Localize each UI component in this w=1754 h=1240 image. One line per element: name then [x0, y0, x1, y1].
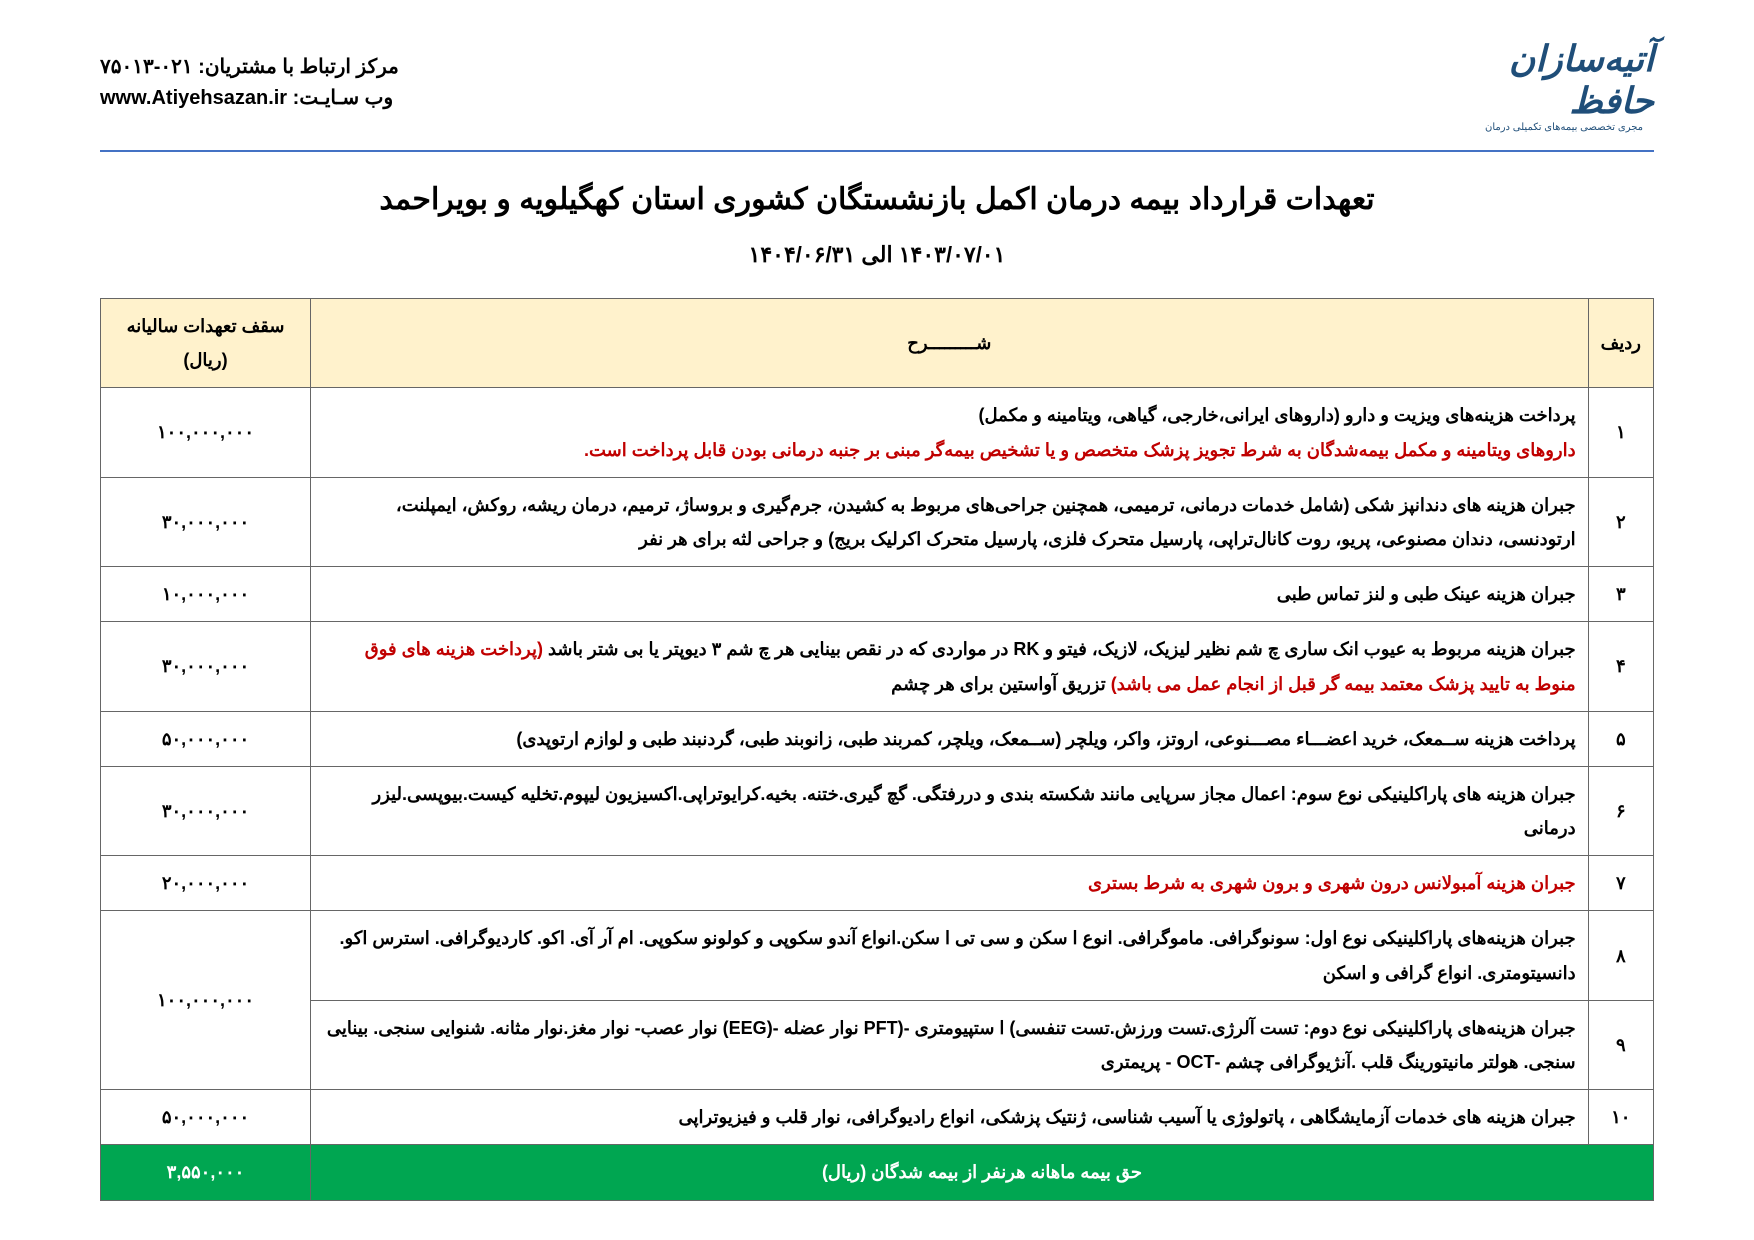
row-number: ۳: [1588, 567, 1653, 622]
row-number: ۹: [1588, 1000, 1653, 1089]
footer-label: حق بیمه ماهانه هرنفر از بیمه شدگان (ریال…: [311, 1145, 1654, 1200]
row-description: جبران هزینه های دندانپز شکی (شامل خدمات …: [311, 477, 1589, 566]
row-number: ۲: [1588, 477, 1653, 566]
row-description: جبران هزینه مربوط به عیوب انک ساری چ شم …: [311, 622, 1589, 711]
header-row-num: ردیف: [1588, 299, 1653, 388]
row-number: ۸: [1588, 911, 1653, 1000]
logo-section: آتیه‌سازان حافظ مجری تخصصی بیمه‌های تکمی…: [1474, 40, 1654, 130]
table-row: ۵پرداخت هزینه ســمعک، خرید اعضـــاء مصــ…: [101, 711, 1654, 766]
website-label: وب سـایـت:: [293, 87, 393, 109]
date-range: ۱۴۰۳/۰۷/۰۱ الی ۱۴۰۴/۰۶/۳۱: [100, 242, 1654, 268]
row-amount: ۵۰,۰۰۰,۰۰۰: [101, 711, 311, 766]
contact-phone-value: ۷۵۰۱۳-۰۲۱: [100, 56, 193, 78]
row-description: پرداخت هزینه ســمعک، خرید اعضـــاء مصـــ…: [311, 711, 1589, 766]
header-amount: سقف تعهدات سالیانه (ریال): [101, 299, 311, 388]
table-header-row: ردیف شـــــــــرح سقف تعهدات سالیانه (ری…: [101, 299, 1654, 388]
logo-sub-text: مجری تخصصی بیمه‌های تکمیلی درمان: [1485, 122, 1643, 133]
row-number: ۶: [1588, 766, 1653, 855]
table-row: ۱پرداخت هزینه‌های ویزیت و دارو (داروهای …: [101, 388, 1654, 477]
company-logo: آتیه‌سازان حافظ مجری تخصصی بیمه‌های تکمی…: [1474, 40, 1654, 130]
website-value: www.Atiyehsazan.ir: [100, 87, 287, 109]
row-amount: ۳۰,۰۰۰,۰۰۰: [101, 622, 311, 711]
row-description: جبران هزینه های خدمات آزمایشگاهی ، پاتول…: [311, 1090, 1589, 1145]
row-amount: ۱۰۰,۰۰۰,۰۰۰: [101, 388, 311, 477]
coverage-table: ردیف شـــــــــرح سقف تعهدات سالیانه (ری…: [100, 298, 1654, 1201]
row-number: ۱: [1588, 388, 1653, 477]
table-row: ۹جبران هزینه‌های پاراکلینیکی نوع دوم: تس…: [101, 1000, 1654, 1089]
table-row: ۴جبران هزینه مربوط به عیوب انک ساری چ شم…: [101, 622, 1654, 711]
contact-phone-label: مرکز ارتباط با مشتریان:: [198, 56, 399, 78]
row-number: ۴: [1588, 622, 1653, 711]
footer-amount: ۳,۵۵۰,۰۰۰: [101, 1145, 311, 1200]
contact-info: مرکز ارتباط با مشتریان: ۷۵۰۱۳-۰۲۱ وب سـا…: [100, 54, 399, 116]
row-description: جبران هزینه آمبولانس درون شهری و برون شه…: [311, 856, 1589, 911]
row-amount: ۵۰,۰۰۰,۰۰۰: [101, 1090, 311, 1145]
row-description: جبران هزینه‌های پاراکلینیکی نوع اول: سون…: [311, 911, 1589, 1000]
website-line: وب سـایـت: www.Atiyehsazan.ir: [100, 85, 399, 110]
row-description: پرداخت هزینه‌های ویزیت و دارو (داروهای ا…: [311, 388, 1589, 477]
row-description: جبران هزینه عینک طبی و لنز تماس طبی: [311, 567, 1589, 622]
table-row: ۲جبران هزینه های دندانپز شکی (شامل خدمات…: [101, 477, 1654, 566]
logo-main-text: آتیه‌سازان حافظ: [1474, 38, 1654, 122]
table-row: ۸جبران هزینه‌های پاراکلینیکی نوع اول: سو…: [101, 911, 1654, 1000]
table-row: ۳جبران هزینه عینک طبی و لنز تماس طبی۱۰,۰…: [101, 567, 1654, 622]
row-amount: ۳۰,۰۰۰,۰۰۰: [101, 477, 311, 566]
row-number: ۱۰: [1588, 1090, 1653, 1145]
page-title: تعهدات قرارداد بیمه درمان اکمل بازنشستگا…: [100, 182, 1654, 217]
page-header: آتیه‌سازان حافظ مجری تخصصی بیمه‌های تکمی…: [100, 40, 1654, 152]
row-amount: ۲۰,۰۰۰,۰۰۰: [101, 856, 311, 911]
table-row: ۶جبران هزینه های پاراکلینیکی نوع سوم: اع…: [101, 766, 1654, 855]
row-description: جبران هزینه‌های پاراکلینیکی نوع دوم: تست…: [311, 1000, 1589, 1089]
row-description: جبران هزینه های پاراکلینیکی نوع سوم: اعم…: [311, 766, 1589, 855]
contact-phone-line: مرکز ارتباط با مشتریان: ۷۵۰۱۳-۰۲۱: [100, 54, 399, 79]
row-number: ۵: [1588, 711, 1653, 766]
header-desc: شـــــــــرح: [311, 299, 1589, 388]
table-row: ۷جبران هزینه آمبولانس درون شهری و برون ش…: [101, 856, 1654, 911]
row-amount: ۳۰,۰۰۰,۰۰۰: [101, 766, 311, 855]
table-row: ۱۰جبران هزینه های خدمات آزمایشگاهی ، پات…: [101, 1090, 1654, 1145]
row-number: ۷: [1588, 856, 1653, 911]
row-amount: ۱۰,۰۰۰,۰۰۰: [101, 567, 311, 622]
footer-row: حق بیمه ماهانه هرنفر از بیمه شدگان (ریال…: [101, 1145, 1654, 1200]
row-amount: ۱۰۰,۰۰۰,۰۰۰: [101, 911, 311, 1090]
